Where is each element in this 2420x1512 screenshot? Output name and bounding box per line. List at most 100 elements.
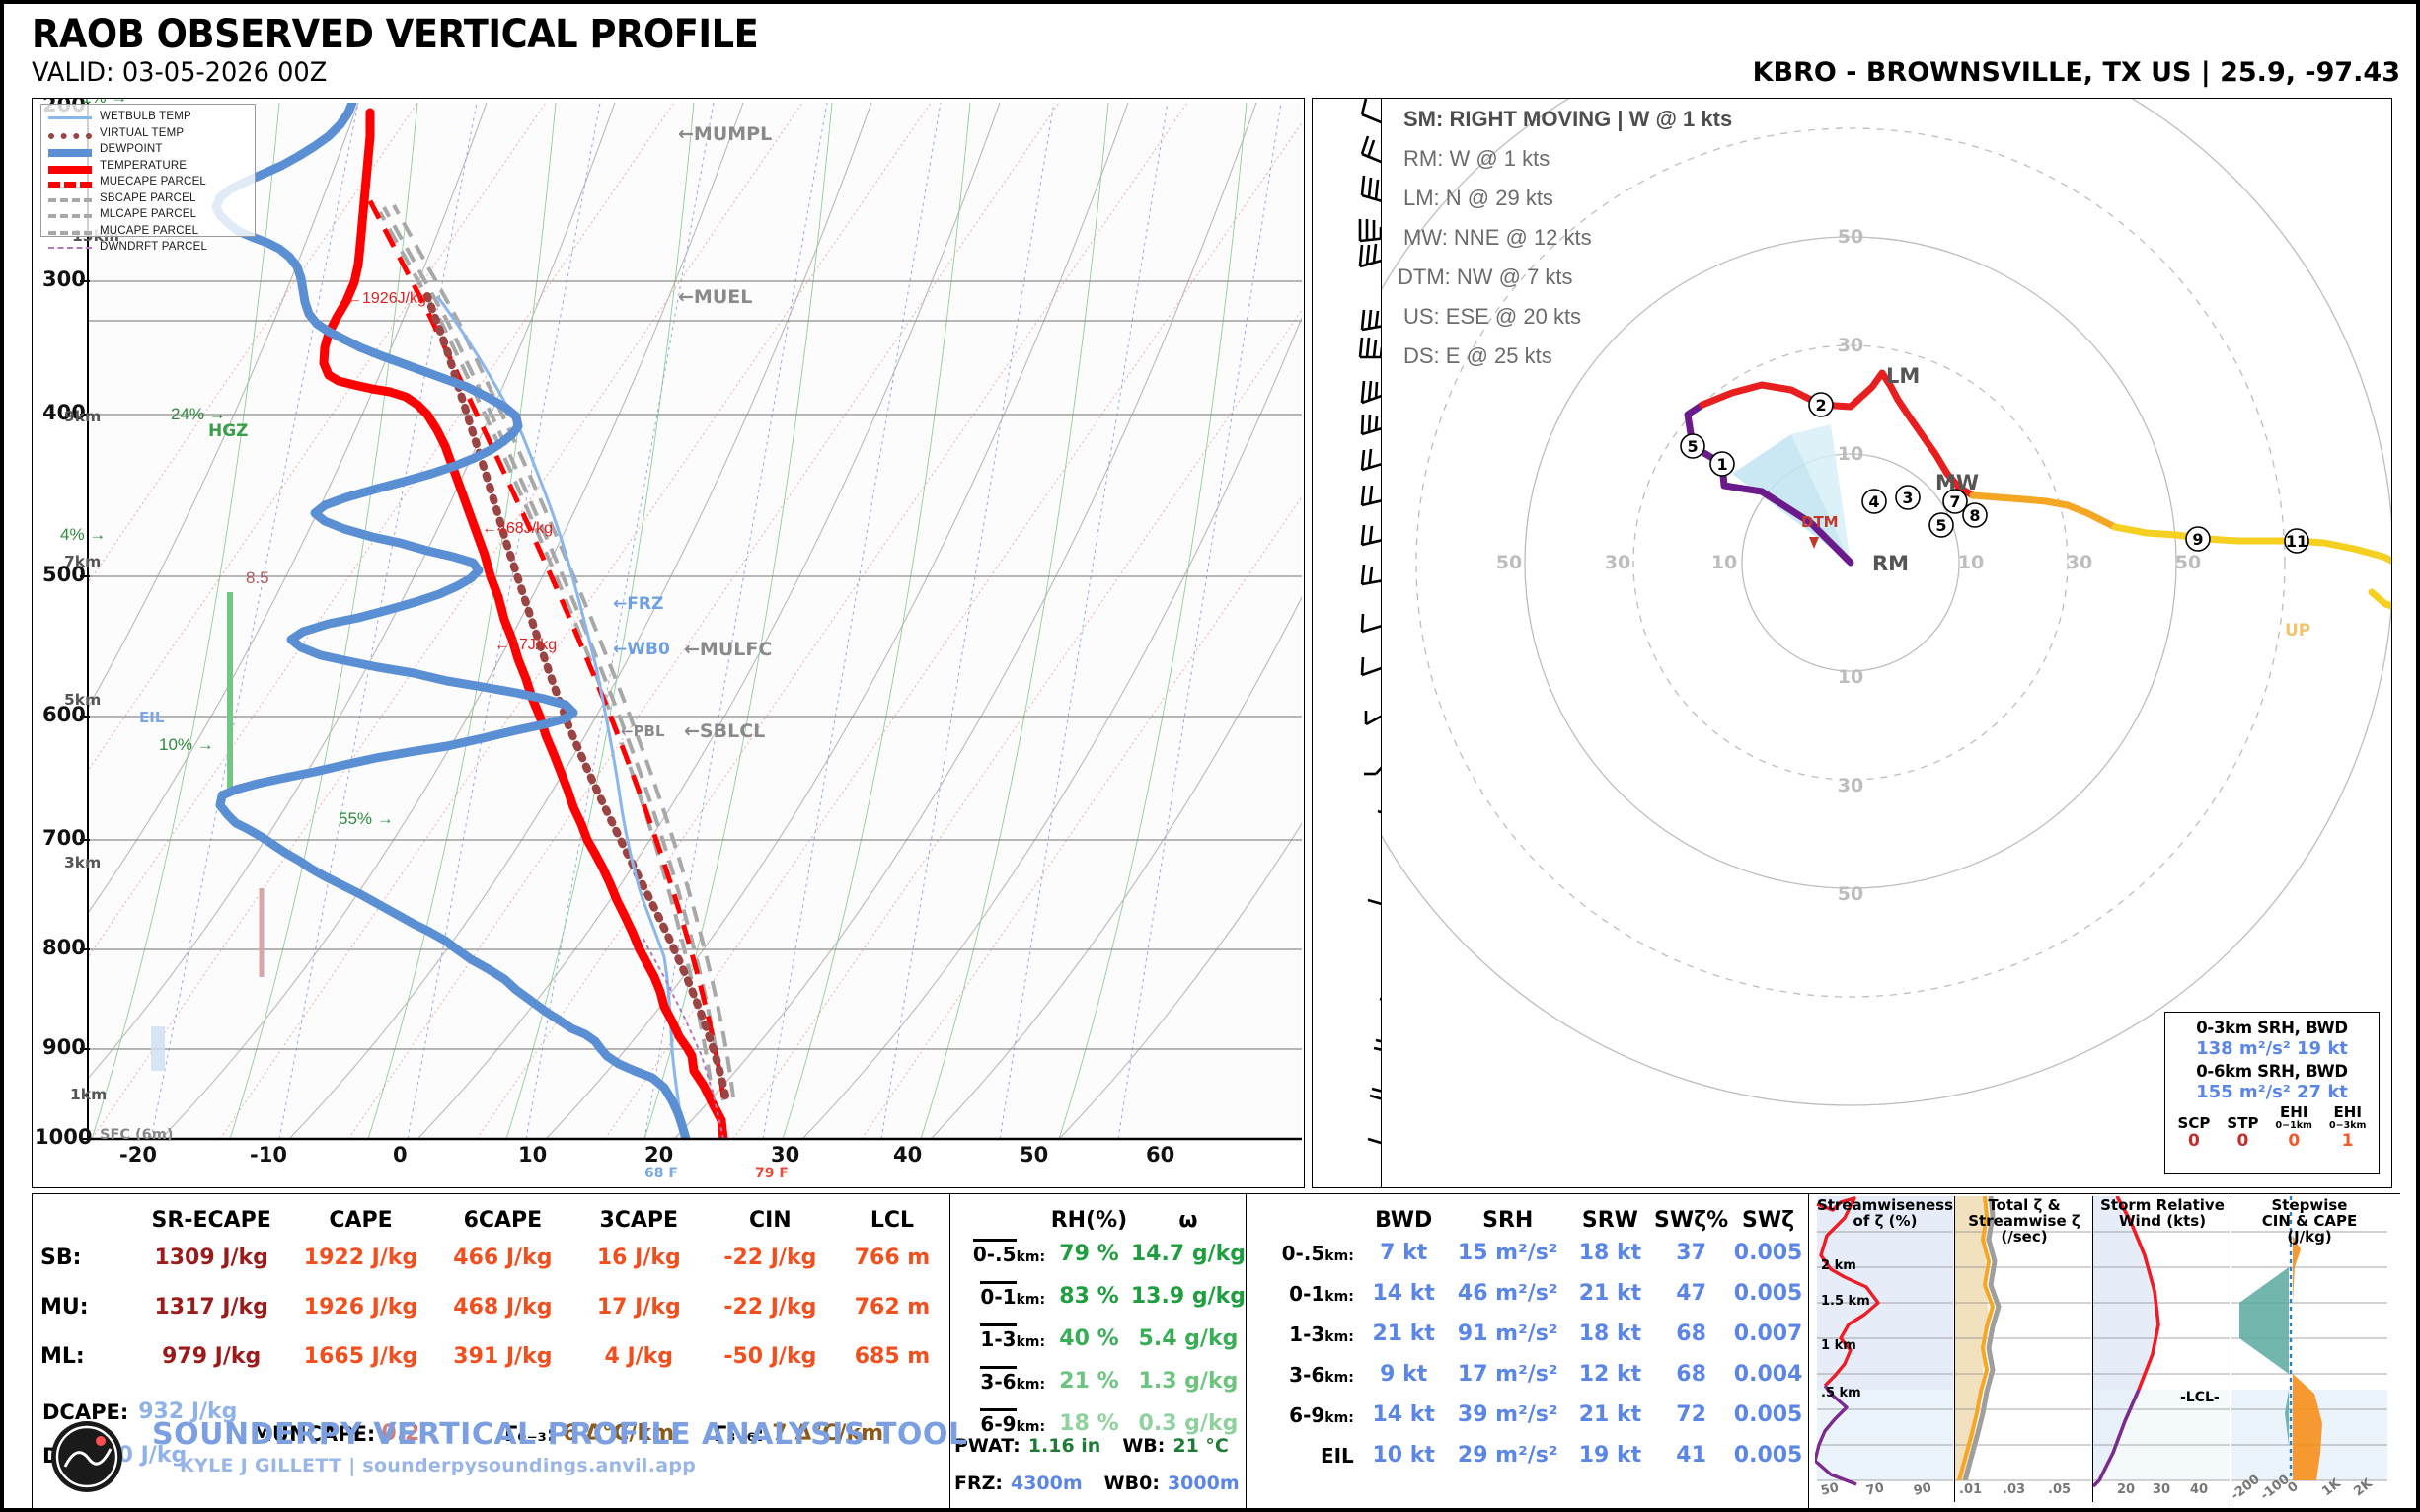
stepwise-panel: Stepwise CIN & CAPE (J/kg) -200 -100 0 1… — [2229, 1196, 2389, 1503]
wb0-label: WB0: — [1103, 1473, 1160, 1494]
kinematics-header-row: BWD SRH SRW SWζ% SWζ — [1252, 1208, 1808, 1233]
storm-motion-mw: MW: NNE @ 12 kts — [1403, 225, 1592, 250]
streamwiseness-title: Streamwiseness of ζ (%) — [1815, 1197, 1955, 1230]
svg-text:10: 10 — [1838, 443, 1863, 465]
moist-label-0: 0-.5 — [972, 1238, 1017, 1266]
mu-6cape: 468 J/kg — [453, 1294, 553, 1320]
svg-text:7: 7 — [1949, 492, 1960, 511]
col-lcl: LCL — [870, 1208, 915, 1233]
header: RAOB OBSERVED VERTICAL PROFILE VALID: 03… — [32, 10, 2400, 88]
legend-label: DWNDRFT PARCEL — [100, 241, 208, 254]
table-row: 0-.5km: 79 % 14.7 g/kg — [956, 1233, 1246, 1275]
kine-swzp-2: 68 — [1676, 1322, 1706, 1346]
legend-label: TEMPERATURE — [100, 159, 188, 172]
col-sr-ecape: SR-ECAPE — [151, 1208, 271, 1233]
kine-bwd-3: 9 kt — [1380, 1362, 1428, 1387]
ehi03-sub: 0−3km — [2329, 1120, 2367, 1131]
kine-swzp-0: 37 — [1676, 1241, 1706, 1265]
legend-item: TEMPERATURE — [46, 158, 250, 175]
dcape-value: 932 J/kg — [138, 1399, 238, 1424]
svg-text:11: 11 — [2286, 532, 2307, 551]
hodograph-plot: 10 30 50 10 30 50 10 30 50 10 30 50 — [1382, 99, 2391, 1106]
hodograph-panel[interactable]: 10 30 50 10 30 50 10 30 50 10 30 50 — [1381, 98, 2392, 1188]
storm-motion-dtm: DTM: NW @ 7 kts — [1398, 265, 1573, 289]
kine-srw-4: 21 kt — [1578, 1402, 1642, 1427]
wb-label: WB: — [1122, 1435, 1166, 1457]
muncape-label: MUNCAPE: — [252, 1421, 376, 1446]
tick-05: .05 — [2048, 1482, 2072, 1497]
legend-item: SBCAPE PARCEL — [46, 190, 250, 207]
legend-item: MUECAPE PARCEL — [46, 174, 250, 190]
sfc-label: SFC (6m) — [100, 1127, 174, 1143]
wb0-value: 3000m — [1167, 1473, 1240, 1494]
kine-bwd-5: 10 kt — [1372, 1443, 1435, 1468]
dcape-label: DCAPE: — [42, 1399, 129, 1424]
dcin-value: 0 J/kg — [117, 1443, 188, 1468]
frz-value: 4300m — [1010, 1473, 1083, 1494]
ml-cin: -50 J/kg — [723, 1343, 817, 1369]
page-title: RAOB OBSERVED VERTICAL PROFILE — [32, 12, 759, 57]
ehi01-value: 0 — [2288, 1131, 2301, 1151]
moist-label-3: 3-6 — [980, 1365, 1017, 1394]
ehi03-value: 1 — [2341, 1131, 2354, 1151]
kine-srw-1: 21 kt — [1578, 1281, 1642, 1306]
dwndrft-parcel-swatch — [46, 240, 94, 254]
height-label-15km: 1.5 km — [1821, 1294, 1870, 1309]
col-3cape: 3CAPE — [599, 1208, 679, 1233]
kine-swzp-5: 41 — [1676, 1443, 1706, 1468]
sfc-temp-f: 79 F — [755, 1166, 789, 1181]
svg-text:10: 10 — [1958, 552, 1984, 573]
mucape-parcel-swatch — [46, 224, 94, 238]
legend-item: VIRTUAL TEMP — [46, 125, 250, 142]
col-cape: CAPE — [329, 1208, 393, 1233]
sounderpy-logo-icon — [51, 1421, 122, 1492]
dcape-row: DCAPE: 932 J/kg — [42, 1399, 237, 1424]
total-zeta-title-text: Total ζ & Streamwise ζ (/sec) — [1968, 1196, 2080, 1246]
kinematics-grid: BWD SRH SRW SWζ% SWζ 0-.5km: 7 kt 15 m²/… — [1252, 1208, 1808, 1475]
scp-value: 0 — [2188, 1131, 2200, 1151]
moist-rh-1: 83 % — [1059, 1284, 1119, 1309]
kine-label-5: EIL — [1320, 1443, 1354, 1468]
sb-3cape: 16 J/kg — [596, 1245, 681, 1270]
sbcape-parcel-swatch — [46, 191, 94, 205]
stp-value: 0 — [2236, 1131, 2249, 1151]
temp-tick-30: 30 — [771, 1143, 800, 1167]
index-ehi-0-1km: EHI 0−1km 0 — [2276, 1103, 2312, 1152]
kinematics-table: BWD SRH SRW SWζ% SWζ 0-.5km: 7 kt 15 m²/… — [1246, 1193, 1808, 1511]
profile-panels: Streamwiseness of ζ (%) 2 km 1.5 km 1 km… — [1808, 1193, 2400, 1511]
kine-srw-5: 19 kt — [1578, 1443, 1642, 1468]
rh-annotation-4pct: 4% → — [60, 525, 107, 544]
height-label-05km: .5 km — [1821, 1386, 1861, 1400]
kine-sub-3: km: — [1324, 1369, 1354, 1386]
temp-tick--10: -10 — [250, 1143, 287, 1167]
ml-3cape: 4 J/kg — [604, 1343, 674, 1369]
kine-swz-5: 0.005 — [1733, 1443, 1803, 1468]
col-srw: SRW — [1581, 1208, 1638, 1233]
hgz-label: HGZ — [208, 421, 249, 441]
moisture-table: RH(%) ω 0-.5km: 79 % 14.7 g/kg 0-1km: 83… — [949, 1193, 1246, 1511]
cape-annotation-3cape: ←17J/kg — [494, 637, 558, 653]
tick-03: .03 — [2003, 1482, 2026, 1497]
table-row: 6-9km: 18 % 0.3 g/kg — [956, 1402, 1246, 1445]
kine-srh-2: 91 m²/s² — [1457, 1322, 1558, 1346]
col-srh: SRH — [1482, 1208, 1534, 1233]
legend-label: MUECAPE PARCEL — [100, 176, 207, 189]
composite-indices: SCP 0 STP 0 EHI 0−1km 0 EHI 0−3km — [2169, 1103, 2375, 1152]
temp-tick-60: 60 — [1146, 1143, 1175, 1167]
skewt-panel[interactable]: WETBULB TEMP VIRTUAL TEMP DEWPOINT TEMPE… — [32, 98, 1305, 1188]
ehi01-label: EHI — [2280, 1103, 2308, 1121]
temp-tick--20: -20 — [119, 1143, 157, 1167]
dgz-value: 8.5 — [246, 568, 269, 587]
kine-label-4: 6-9 — [1289, 1402, 1325, 1427]
moist-sub-3: km: — [1016, 1376, 1046, 1393]
table-row: 0-1km: 14 kt 46 m²/s² 21 kt 47 0.005 — [1252, 1273, 1808, 1314]
sfc-dewpoint-f: 68 F — [644, 1166, 678, 1181]
svg-text:8: 8 — [1969, 506, 1980, 525]
moist-w-1: 13.9 g/kg — [1130, 1284, 1246, 1309]
height-tick-9km: 9km — [64, 408, 102, 425]
moist-rh-2: 40 % — [1059, 1326, 1119, 1351]
rh-annotation-24pct: 24% → — [171, 405, 226, 423]
mu-sr-ecape: 1317 J/kg — [154, 1294, 268, 1320]
kine-label-2: 1-3 — [1289, 1322, 1325, 1346]
thermo-grid: SR-ECAPE CAPE 6CAPE 3CAPE CIN LCL SB: 13… — [40, 1208, 949, 1381]
